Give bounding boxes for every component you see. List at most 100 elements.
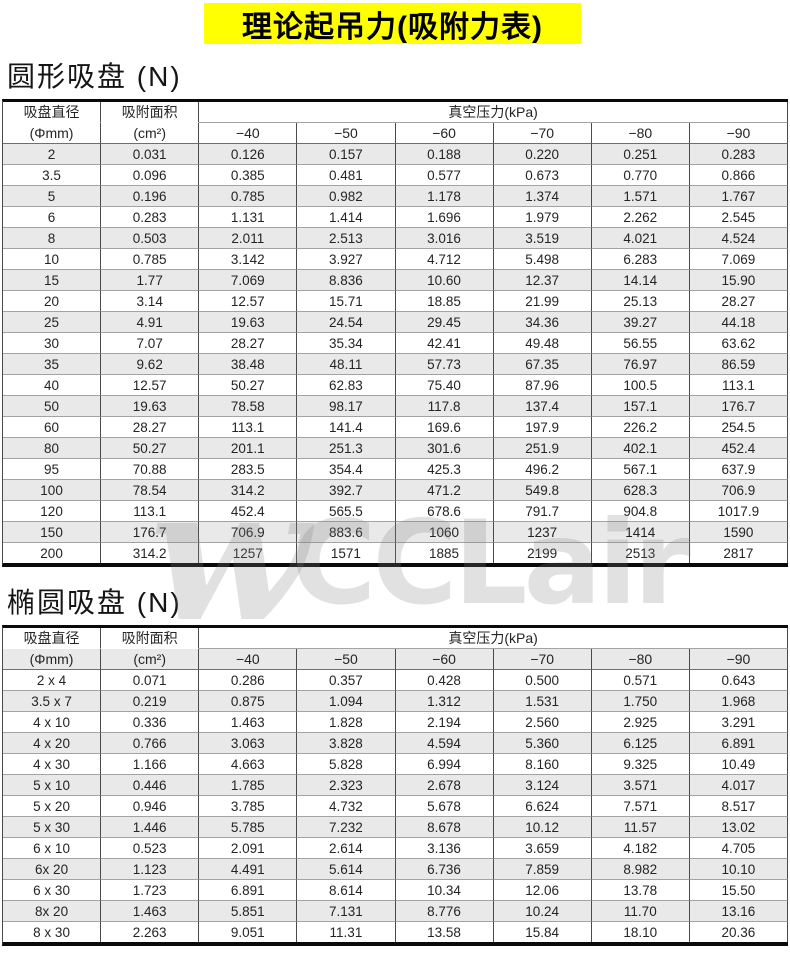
force-value-cell: 1414	[591, 522, 690, 543]
pressure-col-header: −60	[395, 649, 494, 670]
oval-suction-pad-table: 吸盘直径 吸附面积 真空压力(kPa) (Φmm) (cm²) −40 −50 −60 −70−…	[2, 625, 788, 946]
diameter-cell: 2	[3, 144, 102, 165]
force-value-cell: 8.160	[493, 754, 592, 775]
diameter-cell: 5 x 30	[3, 817, 102, 838]
force-value-cell: 38.48	[199, 354, 298, 375]
force-value-cell: 15.50	[689, 880, 788, 901]
pressure-col-header: −70	[493, 123, 592, 144]
diameter-cell: 15	[3, 270, 102, 291]
force-value-cell: 4.524	[689, 228, 788, 249]
force-value-cell: 301.6	[395, 438, 494, 459]
force-value-cell: 2.323	[297, 775, 396, 796]
diameter-header: 吸盘直径	[3, 102, 102, 123]
diameter-cell: 8 x 30	[3, 922, 102, 942]
force-value-cell: 3.828	[297, 733, 396, 754]
force-value-cell: 6.891	[199, 880, 298, 901]
force-value-cell: 10.12	[493, 817, 592, 838]
diameter-cell: 5	[3, 186, 102, 207]
force-value-cell: 0.500	[493, 670, 592, 691]
table-row: 5 0.196 0.785 0.982 1.178 1.374 1.571 1.767	[3, 186, 788, 207]
force-value-cell: 4.017	[689, 775, 788, 796]
force-value-cell: 7.069	[199, 270, 298, 291]
force-value-cell: 0.673	[493, 165, 592, 186]
force-value-cell: 251.3	[297, 438, 396, 459]
force-value-cell: 1060	[395, 522, 494, 543]
force-value-cell: 13.58	[395, 922, 494, 942]
force-value-cell: 5.828	[297, 754, 396, 775]
force-value-cell: 549.8	[493, 480, 592, 501]
diameter-cell: 10	[3, 249, 102, 270]
force-value-cell: 57.73	[395, 354, 494, 375]
force-value-cell: 565.5	[297, 501, 396, 522]
force-value-cell: 3.016	[395, 228, 494, 249]
force-value-cell: 4.182	[591, 838, 690, 859]
area-cell: 1.166	[101, 754, 200, 775]
area-cell: 0.523	[101, 838, 200, 859]
diameter-cell: 40	[3, 375, 102, 396]
area-cell: 12.57	[101, 375, 200, 396]
force-value-cell: 1017.9	[689, 501, 788, 522]
table-row: 8x 20 1.463 5.851 7.131 8.776 10.24 11.70 13.16	[3, 901, 788, 922]
force-value-cell: 452.4	[689, 438, 788, 459]
force-value-cell: 0.643	[689, 670, 788, 691]
section-heading-round-pads: 圆形吸盘 (N)	[7, 61, 182, 92]
force-value-cell: 1257	[199, 543, 298, 563]
force-value-cell: 2.262	[591, 207, 690, 228]
force-value-cell: 6.994	[395, 754, 494, 775]
area-cell: 0.096	[101, 165, 200, 186]
diameter-cell: 25	[3, 312, 102, 333]
pressure-col-header: −40	[199, 123, 298, 144]
force-value-cell: 15.84	[493, 922, 592, 942]
force-value-cell: 0.866	[689, 165, 788, 186]
force-value-cell: 2.091	[199, 838, 298, 859]
force-value-cell: 0.481	[297, 165, 396, 186]
force-value-cell: 1.414	[297, 207, 396, 228]
force-value-cell: 15.71	[297, 291, 396, 312]
force-value-cell: 904.8	[591, 501, 690, 522]
force-value-cell: 496.2	[493, 459, 592, 480]
force-value-cell: 0.875	[199, 691, 298, 712]
force-value-cell: 8.836	[297, 270, 396, 291]
diameter-cell: 95	[3, 459, 102, 480]
table-row: 40 12.57 50.27 62.83 75.40 87.96 100.5 113.1	[3, 375, 788, 396]
diameter-cell: 4 x 20	[3, 733, 102, 754]
force-value-cell: 1.968	[689, 691, 788, 712]
force-value-cell: 25.13	[591, 291, 690, 312]
force-value-cell: 2.011	[199, 228, 298, 249]
force-value-cell: 28.27	[689, 291, 788, 312]
force-value-cell: 1.696	[395, 207, 494, 228]
area-cell: 78.54	[101, 480, 200, 501]
diameter-cell: 6	[3, 207, 102, 228]
diameter-cell: 5 x 20	[3, 796, 102, 817]
force-value-cell: 39.27	[591, 312, 690, 333]
table-row: 60 28.27 113.1 141.4 169.6 197.9 226.2 254.5	[3, 417, 788, 438]
force-value-cell: 1.785	[199, 775, 298, 796]
force-value-cell: 354.4	[297, 459, 396, 480]
area-cell: 0.196	[101, 186, 200, 207]
force-value-cell: 1.374	[493, 186, 592, 207]
area-unit-header: (cm²)	[101, 123, 200, 144]
diameter-cell: 3.5	[3, 165, 102, 186]
force-value-cell: 100.5	[591, 375, 690, 396]
table-row: 50 19.63 78.58 98.17 117.8 137.4 157.1 176.7	[3, 396, 788, 417]
diameter-cell: 6 x 30	[3, 880, 102, 901]
force-value-cell: 6.125	[591, 733, 690, 754]
force-value-cell: 283.5	[199, 459, 298, 480]
diameter-cell: 80	[3, 438, 102, 459]
diameter-cell: 120	[3, 501, 102, 522]
area-unit-header: (cm²)	[101, 649, 200, 670]
pressure-col-header: −80	[591, 123, 690, 144]
force-value-cell: 4.021	[591, 228, 690, 249]
force-value-cell: 4.594	[395, 733, 494, 754]
force-value-cell: 1.767	[689, 186, 788, 207]
vacuum-pressure-span-header: 真空压力(kPa)	[199, 102, 788, 123]
force-value-cell: 8.982	[591, 859, 690, 880]
diameter-cell: 200	[3, 543, 102, 563]
force-value-cell: 1571	[297, 543, 396, 563]
force-value-cell: 3.659	[493, 838, 592, 859]
force-value-cell: 3.136	[395, 838, 494, 859]
pressure-col-header: −50	[297, 123, 396, 144]
force-value-cell: 0.770	[591, 165, 690, 186]
force-value-cell: 9.051	[199, 922, 298, 942]
diameter-cell: 2 x 4	[3, 670, 102, 691]
